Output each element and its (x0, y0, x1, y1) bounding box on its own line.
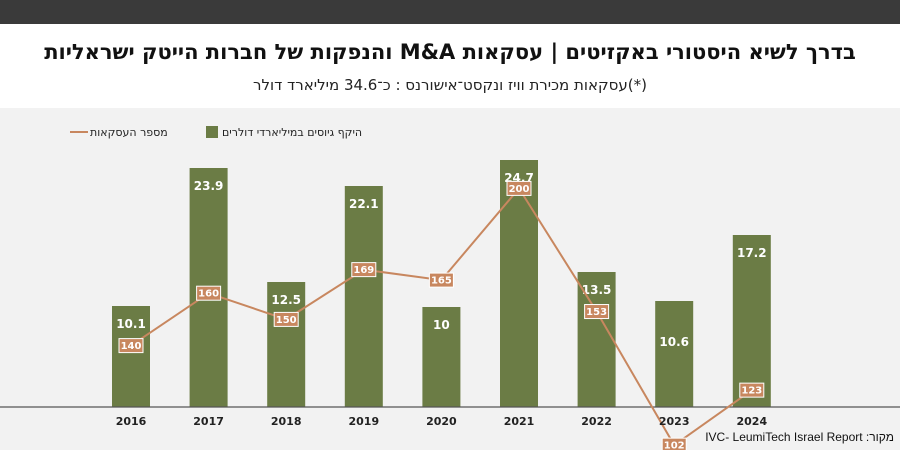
legend-line-label: מספר העסקאות (90, 126, 168, 139)
source-note: מקור: IVC- LeumiTech Israel Report (705, 430, 894, 444)
year-tick-label: 2020 (426, 415, 457, 428)
bar-value-label: 22.1 (349, 197, 379, 211)
deal-count-marker (506, 180, 532, 196)
chart-subtitle: (*)עסקאות מכירת וויז ונקסט־אישורנס : כ־3… (253, 76, 647, 94)
year-tick-label: 2021 (504, 415, 535, 428)
deal-count-label: 200 (509, 184, 530, 195)
deal-count-marker (428, 272, 454, 288)
deal-count-label: 123 (741, 386, 762, 397)
chart-svg: מספר העסקאות היקף גיוסים במיליארדי דולרי… (0, 126, 900, 450)
year-tick-label: 2017 (193, 415, 224, 428)
chart-title: בדרך לשיא היסטורי באקזיטים | עסקאות M&A … (44, 40, 856, 64)
deal-count-label: 169 (353, 265, 374, 276)
deal-count-marker (196, 285, 222, 301)
year-tick-label: 2023 (659, 415, 690, 428)
deal-count-label: 160 (198, 289, 219, 300)
bar-value-label: 17.2 (737, 246, 767, 260)
bar (422, 307, 461, 407)
deal-count-marker (351, 262, 377, 278)
bar-value-label: 10 (433, 318, 450, 332)
deal-count-marker (118, 338, 144, 354)
legend: מספר העסקאות היקף גיוסים במיליארדי דולרי… (70, 126, 362, 139)
year-tick-label: 2024 (736, 415, 767, 428)
deal-count-marker (739, 382, 765, 398)
bar-value-label: 12.5 (271, 293, 301, 307)
bar (112, 306, 150, 407)
year-tick-label: 2022 (581, 415, 612, 428)
deal-count-label: 140 (121, 341, 142, 352)
bar (577, 272, 616, 407)
bar-value-label: 10.6 (659, 335, 689, 349)
year-tick-label: 2019 (348, 415, 379, 428)
bar-value-label: 10.1 (116, 317, 146, 331)
deal-count-label: 153 (586, 307, 607, 318)
year-labels-group: 2016 2017 2018 2019 2020 2021 2022 2023 2024 (116, 415, 768, 428)
line-series-group: 140 160 150 169 165 200 153 102 123 (118, 180, 765, 450)
chart-area: מספר העסקאות היקף גיוסים במיליארדי דולרי… (0, 108, 900, 450)
deal-count-label: 150 (276, 315, 297, 326)
bar (267, 282, 306, 407)
deal-count-label: 102 (664, 441, 685, 450)
bar (500, 160, 538, 407)
deal-count-label: 165 (431, 276, 452, 287)
top-band (0, 0, 900, 24)
legend-bar-label: היקף גיוסים במיליארדי דולרים (222, 126, 362, 139)
year-tick-label: 2016 (116, 415, 147, 428)
bar (344, 186, 383, 407)
bar-value-label: 23.9 (194, 179, 224, 193)
deal-count-marker (584, 304, 610, 320)
bar-value-label: 13.5 (582, 283, 612, 297)
bar (655, 301, 694, 407)
deal-count-marker (661, 437, 687, 450)
legend-bar-swatch (206, 126, 218, 138)
deal-count-marker (273, 311, 299, 327)
year-tick-label: 2018 (271, 415, 302, 428)
bar (732, 235, 771, 407)
